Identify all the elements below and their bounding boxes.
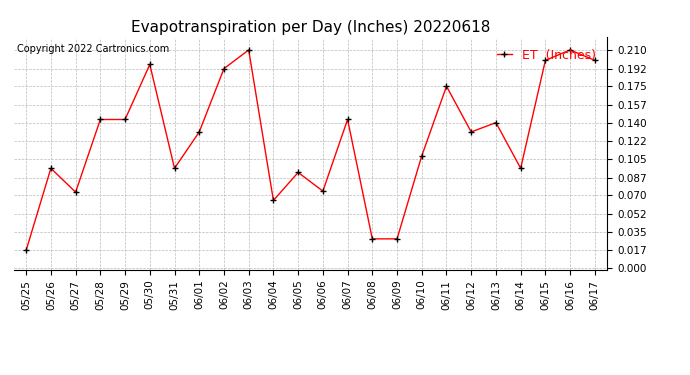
ET  (Inches) bbox=[393, 237, 401, 241]
ET  (Inches) bbox=[294, 170, 302, 175]
ET  (Inches) bbox=[566, 48, 574, 52]
ET  (Inches) bbox=[146, 62, 154, 67]
ET  (Inches) bbox=[121, 117, 129, 122]
ET  (Inches) bbox=[467, 130, 475, 134]
Title: Evapotranspiration per Day (Inches) 20220618: Evapotranspiration per Day (Inches) 2022… bbox=[131, 20, 490, 35]
ET  (Inches) bbox=[541, 58, 549, 63]
ET  (Inches) bbox=[319, 189, 327, 194]
ET  (Inches) bbox=[220, 66, 228, 71]
ET  (Inches) bbox=[47, 166, 55, 171]
ET  (Inches) bbox=[195, 130, 204, 134]
ET  (Inches) bbox=[170, 166, 179, 171]
ET  (Inches) bbox=[492, 120, 500, 125]
ET  (Inches) bbox=[244, 48, 253, 52]
Text: Copyright 2022 Cartronics.com: Copyright 2022 Cartronics.com bbox=[17, 45, 169, 54]
Legend: ET  (Inches): ET (Inches) bbox=[492, 44, 601, 67]
ET  (Inches) bbox=[22, 248, 30, 252]
ET  (Inches) bbox=[417, 154, 426, 158]
ET  (Inches) bbox=[72, 190, 80, 194]
ET  (Inches) bbox=[368, 237, 377, 241]
Line: ET  (Inches): ET (Inches) bbox=[23, 47, 598, 253]
ET  (Inches) bbox=[96, 117, 104, 122]
ET  (Inches) bbox=[269, 198, 277, 203]
ET  (Inches) bbox=[517, 166, 525, 171]
ET  (Inches) bbox=[344, 117, 352, 122]
ET  (Inches) bbox=[442, 84, 451, 88]
ET  (Inches) bbox=[591, 58, 599, 63]
